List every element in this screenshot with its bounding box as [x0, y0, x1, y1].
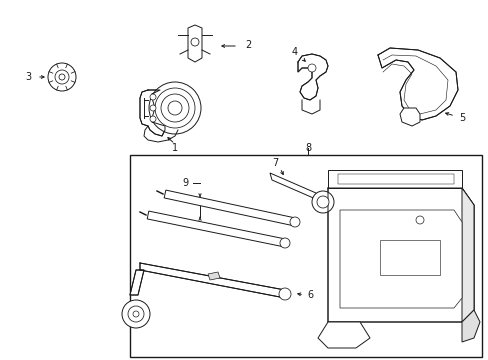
Ellipse shape [168, 101, 182, 115]
Polygon shape [147, 211, 285, 247]
Polygon shape [461, 310, 479, 342]
Text: 7: 7 [271, 158, 278, 168]
Polygon shape [337, 174, 453, 184]
Circle shape [191, 38, 199, 46]
Circle shape [280, 238, 289, 248]
Circle shape [316, 196, 328, 208]
Circle shape [128, 306, 143, 322]
Polygon shape [164, 190, 295, 226]
Ellipse shape [161, 94, 189, 122]
Polygon shape [399, 108, 419, 126]
Polygon shape [379, 240, 439, 275]
Circle shape [133, 311, 139, 317]
Polygon shape [327, 170, 461, 188]
Text: 9: 9 [182, 178, 188, 188]
Circle shape [48, 63, 76, 91]
Ellipse shape [155, 88, 195, 128]
Circle shape [150, 116, 156, 122]
Circle shape [279, 288, 290, 300]
Circle shape [289, 217, 299, 227]
Text: 6: 6 [306, 290, 312, 300]
Circle shape [415, 216, 423, 224]
Polygon shape [327, 188, 473, 322]
Text: 5: 5 [458, 113, 464, 123]
Polygon shape [140, 90, 164, 136]
Polygon shape [461, 188, 473, 322]
Bar [130, 155, 481, 357]
Text: 1: 1 [172, 143, 178, 153]
Ellipse shape [149, 82, 201, 134]
Text: 3: 3 [25, 72, 31, 82]
Polygon shape [377, 48, 457, 120]
Polygon shape [187, 25, 202, 62]
Text: 2: 2 [244, 40, 251, 50]
Circle shape [122, 300, 150, 328]
Circle shape [59, 74, 65, 80]
Polygon shape [207, 272, 220, 280]
Circle shape [307, 64, 315, 72]
Polygon shape [140, 263, 285, 298]
Circle shape [150, 94, 156, 100]
Polygon shape [130, 270, 143, 295]
Polygon shape [317, 322, 369, 348]
Circle shape [55, 70, 69, 84]
Polygon shape [297, 54, 327, 100]
Circle shape [150, 105, 156, 111]
Text: 4: 4 [291, 47, 298, 57]
Polygon shape [339, 210, 461, 308]
Circle shape [311, 191, 333, 213]
Text: 8: 8 [305, 143, 310, 153]
Polygon shape [269, 173, 317, 200]
